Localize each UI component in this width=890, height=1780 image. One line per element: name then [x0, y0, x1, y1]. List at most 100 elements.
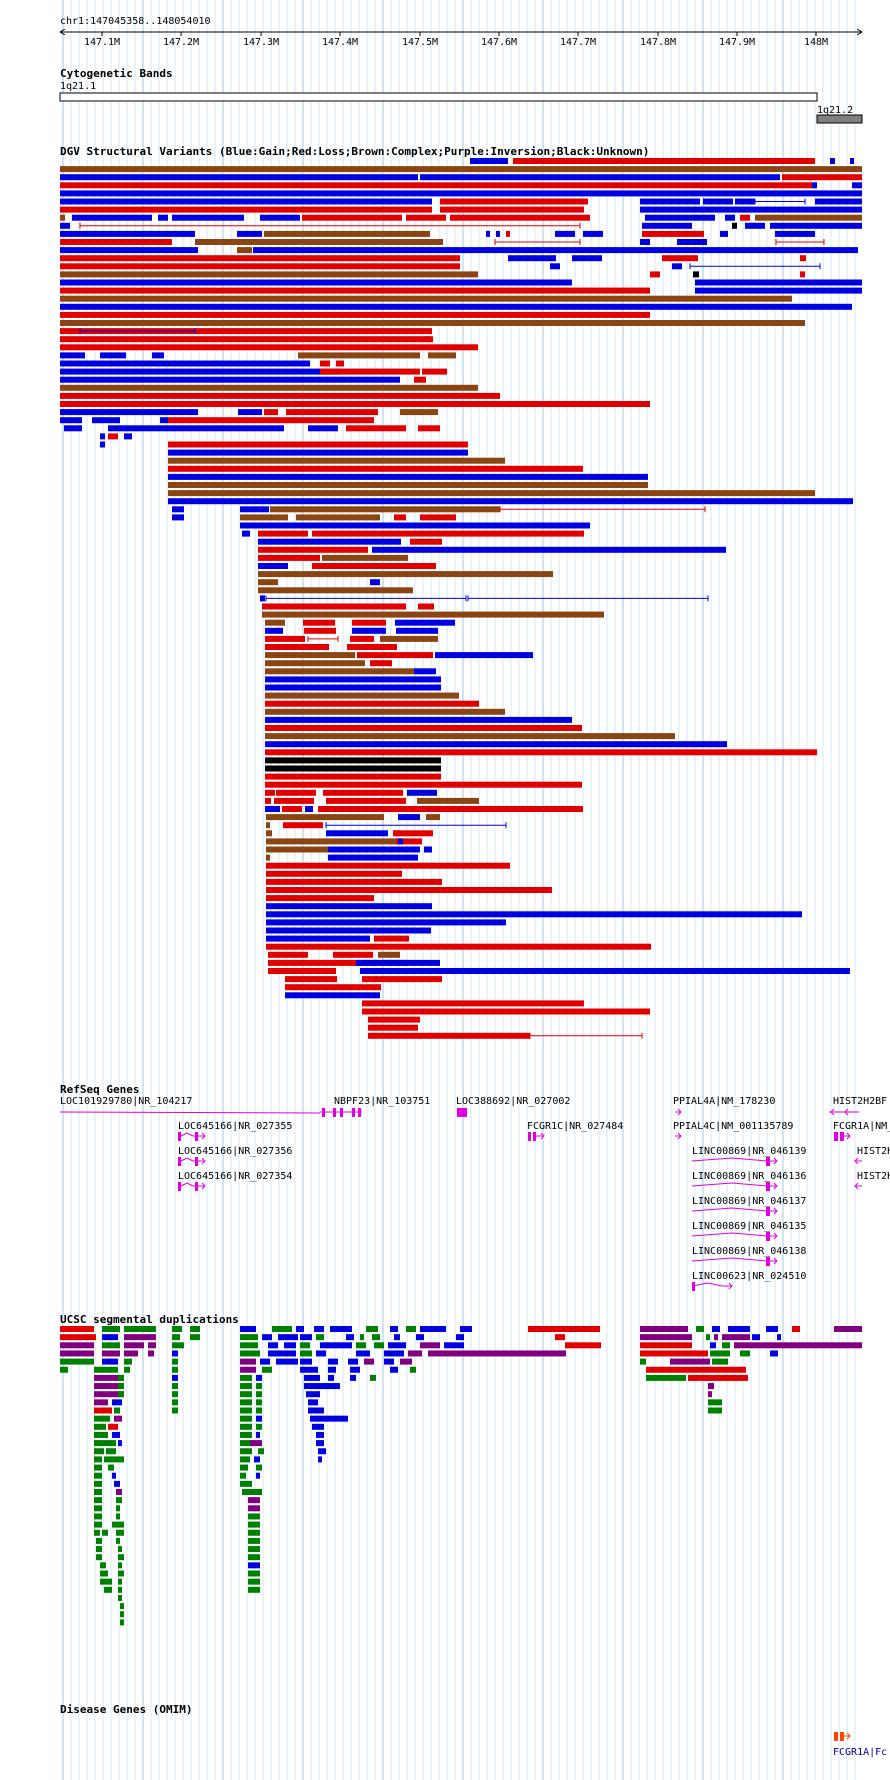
- segdup-feature[interactable]: [112, 1472, 116, 1479]
- segdup-feature[interactable]: [300, 1358, 312, 1365]
- segdup-feature[interactable]: [308, 1399, 318, 1406]
- sv-feature[interactable]: [332, 255, 460, 262]
- sv-feature[interactable]: [304, 627, 336, 634]
- segdup-feature[interactable]: [276, 1358, 298, 1365]
- segdup-feature[interactable]: [390, 1366, 398, 1373]
- sv-feature[interactable]: [168, 482, 648, 488]
- cytoband-1q21-1[interactable]: [59, 92, 818, 102]
- segdup-feature[interactable]: [640, 1342, 692, 1349]
- sv-feature[interactable]: [285, 984, 381, 991]
- sv-feature[interactable]: [60, 376, 400, 383]
- segdup-feature[interactable]: [60, 1326, 94, 1332]
- segdup-feature[interactable]: [240, 1431, 252, 1438]
- sv-feature[interactable]: [60, 295, 792, 302]
- sv-feature[interactable]: [305, 806, 313, 812]
- sv-feature[interactable]: [172, 514, 184, 521]
- sv-feature[interactable]: [264, 230, 430, 237]
- segdup-feature[interactable]: [112, 1521, 124, 1528]
- sv-feature[interactable]: [268, 951, 308, 958]
- sv-feature[interactable]: [320, 360, 330, 367]
- sv-feature[interactable]: [100, 441, 105, 448]
- sv-feature[interactable]: [60, 328, 432, 335]
- segdup-feature[interactable]: [116, 1529, 124, 1536]
- segdup-feature[interactable]: [304, 1374, 320, 1381]
- sv-feature[interactable]: [440, 206, 584, 213]
- sv-feature[interactable]: [285, 976, 337, 983]
- gene-loc645166-c[interactable]: [178, 1182, 206, 1191]
- sv-feature[interactable]: [266, 830, 272, 837]
- segdup-feature[interactable]: [240, 1472, 246, 1479]
- segdup-feature[interactable]: [148, 1342, 156, 1349]
- sv-feature[interactable]: [266, 862, 510, 869]
- segdup-feature[interactable]: [256, 1374, 262, 1381]
- sv-feature[interactable]: [362, 1008, 650, 1015]
- sv-feature[interactable]: [420, 174, 780, 181]
- sv-feature[interactable]: [323, 789, 403, 796]
- gene-hist2h-a[interactable]: [854, 1157, 862, 1165]
- segdup-feature[interactable]: [260, 1358, 270, 1365]
- segdup-feature[interactable]: [112, 1399, 122, 1406]
- sv-feature[interactable]: [265, 668, 415, 675]
- sv-feature[interactable]: [347, 644, 397, 650]
- gene-label-loc101929780[interactable]: LOC101929780|NR_104217: [60, 1096, 192, 1107]
- segdup-feature[interactable]: [94, 1480, 102, 1487]
- segdup-feature[interactable]: [356, 1350, 370, 1357]
- sv-feature[interactable]: [168, 457, 505, 464]
- segdup-feature[interactable]: [374, 1342, 384, 1349]
- segdup-feature[interactable]: [94, 1423, 106, 1430]
- sv-feature[interactable]: [398, 838, 403, 845]
- segdup-feature[interactable]: [96, 1537, 102, 1544]
- gene-linc00869-46137[interactable]: [691, 1207, 778, 1216]
- sv-feature[interactable]: [812, 182, 817, 189]
- sv-feature[interactable]: [266, 846, 352, 853]
- segdup-feature[interactable]: [356, 1342, 366, 1349]
- gene-label-linc00869-46135[interactable]: LINC00869|NR_046135: [692, 1221, 806, 1232]
- segdup-feature[interactable]: [318, 1448, 326, 1455]
- sv-feature[interactable]: [265, 635, 305, 642]
- segdup-feature[interactable]: [752, 1334, 760, 1341]
- sv-feature[interactable]: [735, 198, 755, 205]
- segdup-feature[interactable]: [308, 1407, 324, 1414]
- segdup-feature[interactable]: [118, 1546, 122, 1553]
- gene-label-linc00869-46139[interactable]: LINC00869|NR_046139: [692, 1146, 806, 1157]
- sv-feature[interactable]: [168, 490, 815, 497]
- segdup-feature[interactable]: [310, 1415, 348, 1422]
- sv-feature[interactable]: [320, 368, 420, 375]
- segdup-feature[interactable]: [254, 1456, 260, 1463]
- segdup-feature[interactable]: [710, 1350, 730, 1357]
- segdup-feature[interactable]: [248, 1586, 260, 1593]
- gene-loc645166-a[interactable]: [178, 1132, 206, 1141]
- sv-feature[interactable]: [640, 239, 650, 245]
- sv-feature[interactable]: [450, 214, 590, 221]
- sv-feature[interactable]: [260, 214, 300, 221]
- segdup-feature[interactable]: [242, 1489, 262, 1495]
- segdup-feature[interactable]: [114, 1480, 120, 1487]
- segdup-feature[interactable]: [100, 1562, 106, 1569]
- segdup-feature[interactable]: [646, 1366, 746, 1373]
- segdup-feature[interactable]: [708, 1407, 722, 1414]
- segdup-feature[interactable]: [722, 1334, 750, 1341]
- sv-feature[interactable]: [168, 473, 648, 480]
- segdup-feature[interactable]: [320, 1342, 352, 1349]
- gene-linc00869-46138[interactable]: [691, 1257, 778, 1266]
- sv-feature[interactable]: [583, 230, 603, 237]
- segdup-feature[interactable]: [256, 1383, 262, 1390]
- sv-feature[interactable]: [168, 498, 853, 505]
- sv-feature[interactable]: [158, 214, 168, 221]
- segdup-feature[interactable]: [96, 1554, 102, 1561]
- segdup-feature[interactable]: [406, 1326, 416, 1332]
- gene-fcgr1c[interactable]: [528, 1132, 545, 1141]
- sv-feature[interactable]: [258, 563, 288, 569]
- segdup-feature[interactable]: [124, 1366, 130, 1373]
- gene-ppial4a[interactable]: [675, 1108, 682, 1116]
- sv-feature[interactable]: [328, 846, 420, 853]
- sv-feature[interactable]: [328, 854, 418, 861]
- sv-feature[interactable]: [60, 206, 432, 213]
- sv-feature[interactable]: [265, 692, 459, 699]
- sv-feature[interactable]: [380, 635, 400, 642]
- sv-feature[interactable]: [677, 239, 707, 245]
- segdup-feature[interactable]: [124, 1326, 156, 1332]
- segdup-feature[interactable]: [172, 1383, 178, 1390]
- segdup-feature[interactable]: [116, 1497, 122, 1504]
- segdup-feature[interactable]: [240, 1350, 260, 1357]
